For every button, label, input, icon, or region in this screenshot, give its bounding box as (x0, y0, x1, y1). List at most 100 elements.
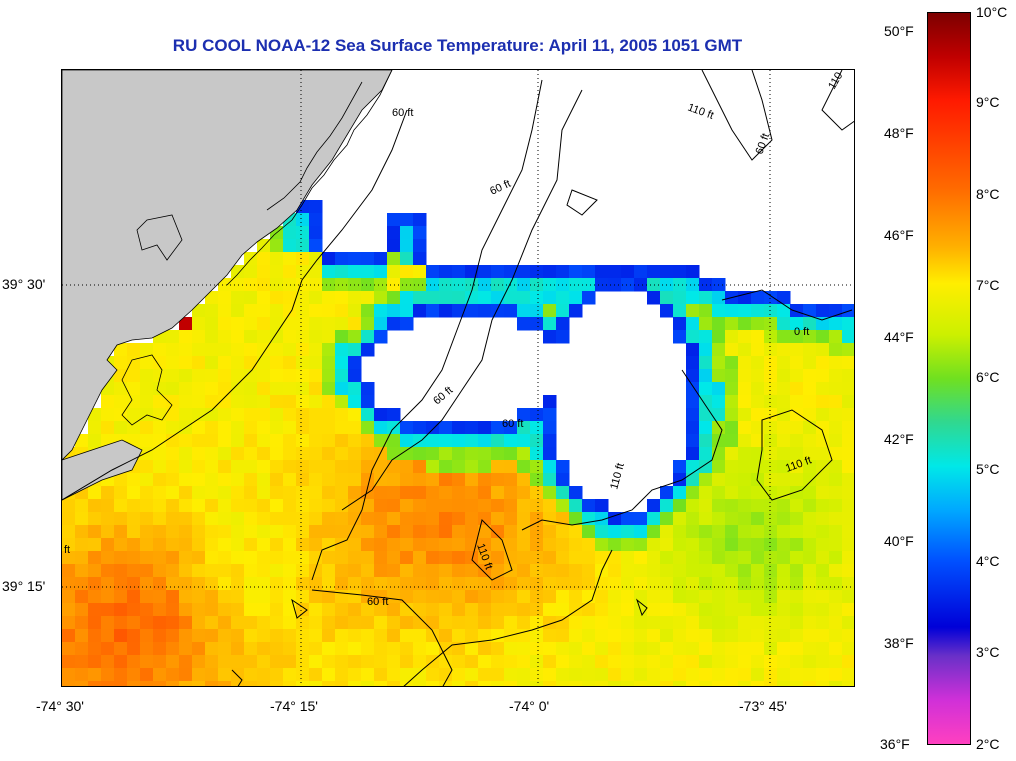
sst-cell (491, 499, 505, 513)
sst-cell (179, 564, 193, 578)
sst-cell (127, 343, 141, 357)
sst-cell (283, 330, 297, 344)
sst-cell (556, 460, 570, 474)
sst-cell (764, 421, 778, 435)
sst-cell (166, 616, 180, 630)
sst-cell (803, 616, 817, 630)
sst-cell (296, 226, 310, 240)
sst-cell (179, 525, 193, 539)
sst-cell (751, 590, 765, 604)
colorbar-f-label: 42°F (884, 431, 914, 447)
sst-cell (205, 590, 219, 604)
sst-cell (660, 512, 674, 526)
sst-cell (192, 421, 206, 435)
sst-cell (699, 434, 713, 448)
sst-cell (829, 616, 843, 630)
sst-cell (387, 434, 401, 448)
sst-cell (452, 265, 466, 279)
sst-cell (608, 538, 622, 552)
sst-cell (62, 525, 76, 539)
sst-cell (543, 655, 557, 669)
sst-cell (751, 304, 765, 318)
sst-cell (387, 213, 401, 227)
sst-cell (348, 369, 362, 383)
sst-cell (712, 590, 726, 604)
sst-cell (725, 525, 739, 539)
sst-cell (205, 460, 219, 474)
sst-cell (426, 551, 440, 565)
sst-cell (790, 616, 804, 630)
sst-cell (738, 304, 752, 318)
sst-cell (205, 317, 219, 331)
sst-cell (699, 369, 713, 383)
sst-cell (452, 551, 466, 565)
sst-cell (88, 421, 102, 435)
sst-cell (335, 304, 349, 318)
sst-cell (725, 486, 739, 500)
sst-cell (231, 681, 245, 686)
sst-cell (361, 642, 375, 656)
sst-cell (413, 590, 427, 604)
colorbar-c-label: 8°C (976, 186, 1000, 202)
sst-cell (179, 356, 193, 370)
sst-cell (231, 551, 245, 565)
sst-cell (647, 265, 661, 279)
sst-cell (517, 668, 531, 682)
sst-cell (374, 317, 388, 331)
sst-cell (101, 642, 115, 656)
sst-cell (465, 525, 479, 539)
sst-cell (231, 278, 245, 292)
sst-cell (257, 603, 271, 617)
sst-cell (114, 629, 128, 643)
sst-cell (348, 603, 362, 617)
sst-cell (166, 551, 180, 565)
sst-cell (543, 408, 557, 422)
sst-cell (686, 447, 700, 461)
sst-cell (166, 395, 180, 409)
sst-cell (803, 538, 817, 552)
sst-cell (205, 343, 219, 357)
sst-cell (465, 486, 479, 500)
sst-cell (192, 304, 206, 318)
sst-cell (335, 512, 349, 526)
sst-cell (257, 642, 271, 656)
sst-cell (426, 291, 440, 305)
sst-cell (686, 538, 700, 552)
sst-cell (153, 512, 167, 526)
sst-cell (374, 408, 388, 422)
sst-cell (621, 642, 635, 656)
sst-cell (361, 447, 375, 461)
sst-cell (322, 278, 336, 292)
sst-cell (231, 421, 245, 435)
sst-cell (283, 655, 297, 669)
sst-cell (751, 434, 765, 448)
sst-cell (452, 642, 466, 656)
sst-cell (465, 590, 479, 604)
sst-cell (556, 681, 570, 686)
sst-cell (556, 486, 570, 500)
sst-cell (790, 499, 804, 513)
sst-cell (153, 356, 167, 370)
sst-cell (101, 603, 115, 617)
sst-cell (777, 499, 791, 513)
sst-cell (270, 252, 284, 266)
sst-cell (751, 525, 765, 539)
sst-cell (309, 252, 323, 266)
sst-cell (504, 681, 518, 686)
sst-cell (231, 317, 245, 331)
sst-cell (257, 343, 271, 357)
sst-cell (374, 642, 388, 656)
sst-cell (816, 512, 830, 526)
sst-cell (270, 642, 284, 656)
sst-cell (309, 369, 323, 383)
sst-cell (530, 655, 544, 669)
sst-cell (660, 304, 674, 318)
sst-cell (465, 304, 479, 318)
sst-cell (491, 512, 505, 526)
sst-cell (439, 265, 453, 279)
sst-cell (244, 577, 258, 591)
sst-cell (88, 655, 102, 669)
sst-cell (803, 434, 817, 448)
sst-cell (790, 395, 804, 409)
sst-cell (257, 655, 271, 669)
